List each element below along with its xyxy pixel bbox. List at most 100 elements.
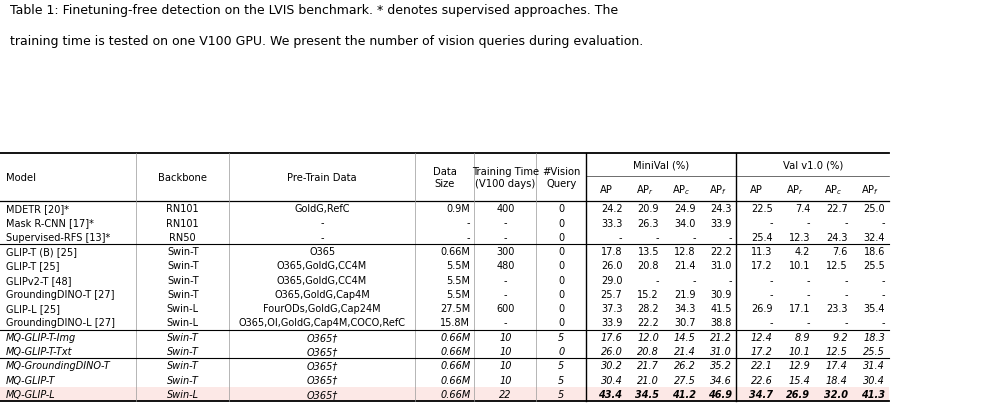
Text: 25.4: 25.4 [751,232,773,242]
Text: 5: 5 [558,375,564,385]
Text: 30.9: 30.9 [710,289,732,299]
Text: Swin-T: Swin-T [167,375,199,385]
Text: 15.2: 15.2 [637,289,659,299]
Text: 5.5M: 5.5M [447,275,470,285]
Text: 41.5: 41.5 [710,303,732,313]
Text: AP$_r$: AP$_r$ [635,182,654,196]
Text: 37.3: 37.3 [601,303,622,313]
Text: 17.4: 17.4 [826,360,848,370]
Text: 38.8: 38.8 [710,318,732,328]
Text: 27.5M: 27.5M [440,303,470,313]
Text: RN50: RN50 [170,232,196,242]
Text: O365†: O365† [306,346,338,356]
Text: -: - [806,218,810,228]
Text: Swin-T: Swin-T [167,289,199,299]
Text: AP$_r$: AP$_r$ [786,182,804,196]
Text: -: - [881,275,885,285]
Text: Model: Model [6,173,36,183]
Text: 34.3: 34.3 [674,303,696,313]
Text: -: - [881,318,885,328]
Text: 22.1: 22.1 [751,360,773,370]
Text: 30.4: 30.4 [864,375,885,385]
Text: O365,GoldG,CC4M: O365,GoldG,CC4M [277,261,368,271]
Text: 0.66M: 0.66M [440,360,470,370]
Text: 18.4: 18.4 [826,375,848,385]
Text: 22.5: 22.5 [751,204,773,214]
Text: 34.7: 34.7 [749,389,773,399]
Text: 30.4: 30.4 [601,375,622,385]
Text: AP$_f$: AP$_f$ [862,182,879,196]
Text: -: - [504,232,507,242]
Text: 600: 600 [496,303,515,313]
Text: Supervised-RFS [13]*: Supervised-RFS [13]* [6,232,111,242]
Text: 30.7: 30.7 [674,318,696,328]
Text: 12.0: 12.0 [637,332,659,342]
Text: 33.9: 33.9 [710,218,732,228]
Text: 11.3: 11.3 [751,247,773,256]
Text: GroundingDINO-T [27]: GroundingDINO-T [27] [6,289,115,299]
Text: 15.4: 15.4 [788,375,810,385]
Text: 17.2: 17.2 [751,346,773,356]
Text: -: - [806,318,810,328]
Text: AP: AP [600,184,613,194]
Text: 31.4: 31.4 [864,360,885,370]
Text: O365,GoldG,CC4M: O365,GoldG,CC4M [277,275,368,285]
Text: GLIP-T [25]: GLIP-T [25] [6,261,59,271]
Text: Mask R-CNN [17]*: Mask R-CNN [17]* [6,218,94,228]
Text: 12.9: 12.9 [788,360,810,370]
Text: 300: 300 [496,247,515,256]
Text: -: - [466,218,470,228]
Text: GoldG,RefC: GoldG,RefC [294,204,350,214]
Text: 17.2: 17.2 [751,261,773,271]
Text: FourODs,GoldG,Cap24M: FourODs,GoldG,Cap24M [263,303,381,313]
Text: -: - [806,289,810,299]
Text: 41.2: 41.2 [672,389,696,399]
Text: 20.8: 20.8 [637,261,659,271]
Text: RN101: RN101 [166,204,200,214]
Text: Swin-T: Swin-T [167,346,199,356]
Text: 0: 0 [558,346,564,356]
Text: Swin-T: Swin-T [167,247,199,256]
Text: 7.4: 7.4 [794,204,810,214]
Text: -: - [769,218,773,228]
Text: AP$_c$: AP$_c$ [672,182,691,196]
Text: 25.5: 25.5 [864,346,885,356]
Text: 26.2: 26.2 [674,360,696,370]
Text: 9.2: 9.2 [832,332,848,342]
Text: 22.2: 22.2 [637,318,659,328]
Text: 41.3: 41.3 [862,389,885,399]
Text: RN101: RN101 [166,218,200,228]
Text: 34.0: 34.0 [674,218,696,228]
Text: 10: 10 [499,346,512,356]
Text: -: - [844,218,848,228]
Text: 22.7: 22.7 [826,204,848,214]
Text: Backbone: Backbone [158,173,207,183]
Text: MQ-GLIP-L: MQ-GLIP-L [6,389,55,399]
Text: O365: O365 [309,247,335,256]
Text: -: - [844,289,848,299]
Text: 17.8: 17.8 [601,247,622,256]
Text: 12.5: 12.5 [826,346,848,356]
Text: -: - [881,218,885,228]
Text: 26.0: 26.0 [601,261,622,271]
Text: Data
Size: Data Size [433,167,456,189]
Text: 23.3: 23.3 [826,303,848,313]
Text: training time is tested on one V100 GPU. We present the number of vision queries: training time is tested on one V100 GPU.… [10,34,643,47]
Text: 0: 0 [558,303,564,313]
Text: 8.9: 8.9 [794,332,810,342]
Text: AP: AP [750,184,763,194]
Text: 31.0: 31.0 [710,261,732,271]
Text: 0.66M: 0.66M [440,332,470,342]
Text: 10: 10 [499,375,512,385]
Text: 18.3: 18.3 [864,332,885,342]
Text: -: - [655,232,659,242]
Text: -: - [692,232,696,242]
Text: Swin-L: Swin-L [167,389,199,399]
Text: Val v1.0 (%): Val v1.0 (%) [782,160,843,171]
Text: GLIPv2-T [48]: GLIPv2-T [48] [6,275,71,285]
Text: 0.66M: 0.66M [441,247,470,256]
Text: -: - [844,318,848,328]
Text: -: - [466,232,470,242]
Text: 0: 0 [558,232,564,242]
Text: 480: 480 [496,261,515,271]
